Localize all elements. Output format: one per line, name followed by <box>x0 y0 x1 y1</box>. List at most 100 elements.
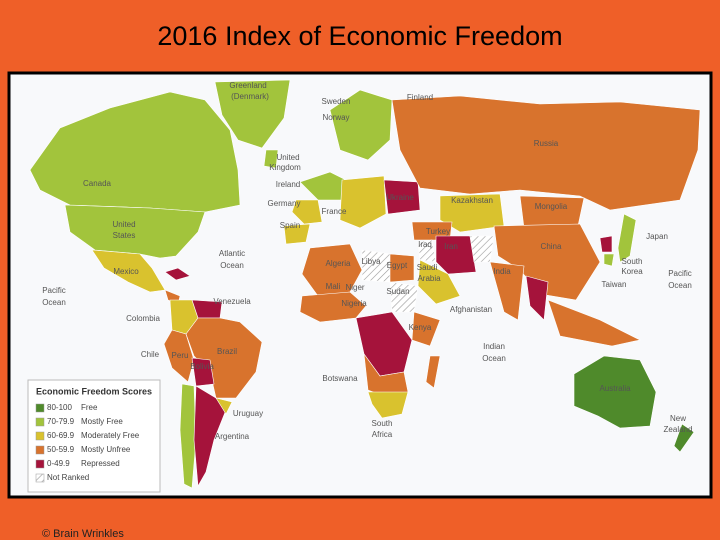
myanmar <box>525 275 549 321</box>
map-label: India <box>493 267 511 276</box>
legend-range: Not Ranked <box>47 473 89 482</box>
cuba <box>164 267 191 281</box>
legend-range: 60-69.9 <box>47 431 75 440</box>
legend-label: Mostly Free <box>81 417 123 426</box>
legend-swatch <box>35 473 45 483</box>
egypt <box>389 253 415 283</box>
spain <box>283 223 311 245</box>
map-label: Canada <box>83 179 112 188</box>
greenland <box>214 79 291 149</box>
map-label: Saudi <box>417 263 438 272</box>
legend-swatch <box>35 445 45 455</box>
legend-swatch <box>35 403 45 413</box>
east-africa <box>411 311 441 347</box>
legend-box <box>27 379 161 493</box>
map-label: Colombia <box>126 314 160 323</box>
map-label: Sudan <box>386 287 409 296</box>
map-label: Africa <box>372 430 393 439</box>
map-label: Australia <box>599 384 631 393</box>
map-label: Argentina <box>215 432 250 441</box>
map-label: Ocean <box>668 281 692 290</box>
madagascar <box>425 355 441 389</box>
afghanistan <box>469 235 495 263</box>
legend-swatch <box>35 459 45 469</box>
map-label: Spain <box>280 221 300 230</box>
australia <box>573 355 657 429</box>
map-label: Finland <box>407 93 433 102</box>
legend-label: Free <box>81 403 98 412</box>
legend-swatch <box>35 417 45 427</box>
map-label: Pacific <box>668 269 692 278</box>
legend: Economic Freedom Scores 80-100 Free 70-79.… <box>27 379 161 493</box>
legend-range: 0-49.9 <box>47 459 70 468</box>
map-label: United <box>112 220 135 229</box>
map-label: Kingdom <box>269 163 301 172</box>
france <box>291 199 323 225</box>
map-label: New <box>670 414 686 423</box>
map-label: Iraq <box>418 240 432 249</box>
map-label: Botswana <box>322 374 358 383</box>
map-label: Chile <box>141 350 160 359</box>
saudi-arabia <box>417 259 461 305</box>
southeast-asia <box>547 299 641 347</box>
map-label: Russia <box>534 139 559 148</box>
map-label: Bolivia <box>190 362 214 371</box>
south-africa <box>367 391 409 419</box>
map-label: Ocean <box>220 261 244 270</box>
map-label: Niger <box>345 283 364 292</box>
legend-range: 80-100 <box>47 403 72 412</box>
map-label: Norway <box>322 113 349 122</box>
title: 2016 Index of Economic Freedom <box>157 21 562 51</box>
legend-swatch <box>35 431 45 441</box>
south-korea <box>603 253 615 267</box>
map-label: United <box>276 153 299 162</box>
map-label: Peru <box>172 351 189 360</box>
map-label: Pacific <box>42 286 66 295</box>
legend-range: 50-59.9 <box>47 445 75 454</box>
map-label: Ocean <box>42 298 66 307</box>
map-label: Japan <box>646 232 668 241</box>
map-label: Iran <box>444 242 458 251</box>
map-label: Zealand <box>664 425 693 434</box>
uk <box>263 149 279 169</box>
legend-title: Economic Freedom Scores <box>36 386 152 396</box>
iran <box>435 235 477 275</box>
map-label: Venezuela <box>213 297 251 306</box>
map-label: Afghanistan <box>450 305 492 314</box>
map-label: Taiwan <box>602 280 627 289</box>
map <box>29 79 701 489</box>
map-labels: Greenland (Denmark) Sweden Finland Norway Rus… <box>42 81 692 441</box>
map-label: Kazakhstan <box>451 196 493 205</box>
map-label: South <box>372 419 393 428</box>
map-label: Arabia <box>417 274 441 283</box>
russia <box>391 95 701 211</box>
map-label: Atlantic <box>219 249 245 258</box>
map-label: Ireland <box>276 180 300 189</box>
map-label: (Denmark) <box>231 92 269 101</box>
legend-range: 70-79.9 <box>47 417 75 426</box>
map-label: Mexico <box>113 267 139 276</box>
legend-label: Moderately Free <box>81 431 140 440</box>
legend-label: Mostly Unfree <box>81 445 131 454</box>
map-label: Kenya <box>409 323 432 332</box>
scandinavia <box>329 89 393 161</box>
map-label: States <box>113 231 136 240</box>
china <box>493 223 601 301</box>
north-korea <box>599 235 613 253</box>
map-label: Korea <box>621 267 643 276</box>
eastern-europe <box>339 175 387 229</box>
legend-label: Repressed <box>81 459 120 468</box>
map-label: Algeria <box>326 259 351 268</box>
map-label: Egypt <box>387 261 408 270</box>
chile <box>179 383 197 489</box>
ukraine <box>383 179 421 215</box>
map-label: Ukraine <box>386 193 414 202</box>
usa <box>64 204 206 259</box>
new-zealand <box>673 423 695 453</box>
map-label: Ocean <box>482 354 506 363</box>
uruguay <box>215 397 233 415</box>
japan <box>617 213 637 263</box>
map-label: France <box>322 207 347 216</box>
map-label: Uruguay <box>233 409 263 418</box>
